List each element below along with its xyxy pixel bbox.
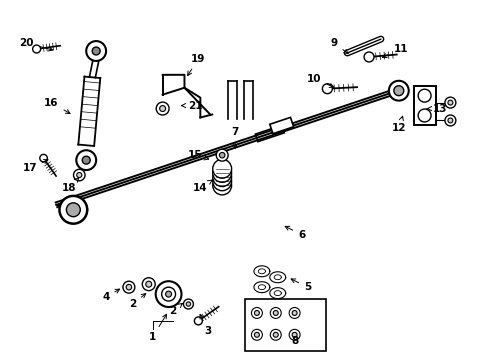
Text: 9: 9 (331, 38, 348, 54)
Circle shape (213, 168, 232, 186)
Circle shape (86, 41, 106, 61)
Circle shape (394, 86, 404, 96)
Circle shape (254, 310, 259, 315)
Circle shape (364, 52, 374, 62)
Circle shape (213, 163, 232, 183)
Circle shape (289, 329, 300, 340)
Circle shape (156, 281, 181, 307)
Bar (270, 117, 294, 134)
Text: 12: 12 (392, 116, 406, 134)
Text: 17: 17 (23, 159, 48, 173)
Circle shape (418, 89, 431, 102)
Circle shape (270, 329, 281, 340)
Circle shape (220, 152, 225, 158)
Circle shape (418, 109, 431, 122)
Circle shape (254, 332, 259, 337)
Text: 6: 6 (285, 226, 305, 239)
Circle shape (74, 169, 85, 181)
Text: 10: 10 (307, 74, 334, 87)
Text: 19: 19 (188, 54, 205, 76)
Circle shape (448, 118, 453, 123)
Circle shape (33, 45, 41, 53)
Circle shape (126, 284, 132, 290)
Circle shape (142, 278, 155, 291)
Text: 2: 2 (169, 303, 182, 316)
Circle shape (448, 100, 453, 105)
Text: 8: 8 (291, 336, 298, 346)
Circle shape (123, 281, 135, 293)
Text: 15: 15 (188, 150, 209, 160)
Text: 7: 7 (231, 127, 239, 148)
Circle shape (183, 299, 194, 309)
Circle shape (82, 156, 90, 164)
Circle shape (76, 150, 96, 170)
Circle shape (389, 81, 409, 100)
Circle shape (166, 291, 171, 297)
Circle shape (162, 287, 175, 301)
Circle shape (292, 332, 297, 337)
Circle shape (251, 307, 262, 319)
Circle shape (40, 154, 48, 162)
Text: 16: 16 (44, 98, 70, 113)
Circle shape (59, 196, 87, 224)
Text: 1: 1 (149, 314, 167, 342)
Bar (414, 86, 436, 125)
Bar (255, 125, 284, 141)
Circle shape (160, 105, 166, 112)
Circle shape (273, 310, 278, 315)
Circle shape (195, 317, 202, 325)
Circle shape (156, 102, 169, 115)
Circle shape (186, 302, 191, 306)
Circle shape (445, 97, 456, 108)
Circle shape (251, 329, 262, 340)
Text: 21: 21 (182, 100, 203, 111)
Text: 13: 13 (427, 104, 448, 113)
Text: 2: 2 (129, 293, 146, 309)
Text: 20: 20 (20, 38, 53, 51)
Circle shape (213, 172, 232, 191)
Circle shape (66, 203, 80, 217)
Bar (245, 299, 326, 351)
Circle shape (213, 176, 232, 195)
Text: 11: 11 (383, 44, 408, 58)
Circle shape (270, 307, 281, 319)
Text: 18: 18 (62, 178, 79, 193)
Circle shape (289, 307, 300, 319)
Circle shape (292, 310, 297, 315)
Circle shape (213, 159, 232, 178)
Text: 5: 5 (291, 279, 311, 292)
Text: 3: 3 (200, 314, 212, 336)
Circle shape (92, 47, 100, 55)
Circle shape (146, 281, 152, 287)
Circle shape (445, 115, 456, 126)
Text: 4: 4 (102, 289, 120, 302)
Text: 14: 14 (193, 180, 213, 193)
Circle shape (273, 332, 278, 337)
Circle shape (322, 84, 332, 94)
Circle shape (216, 149, 228, 161)
Circle shape (77, 172, 82, 177)
